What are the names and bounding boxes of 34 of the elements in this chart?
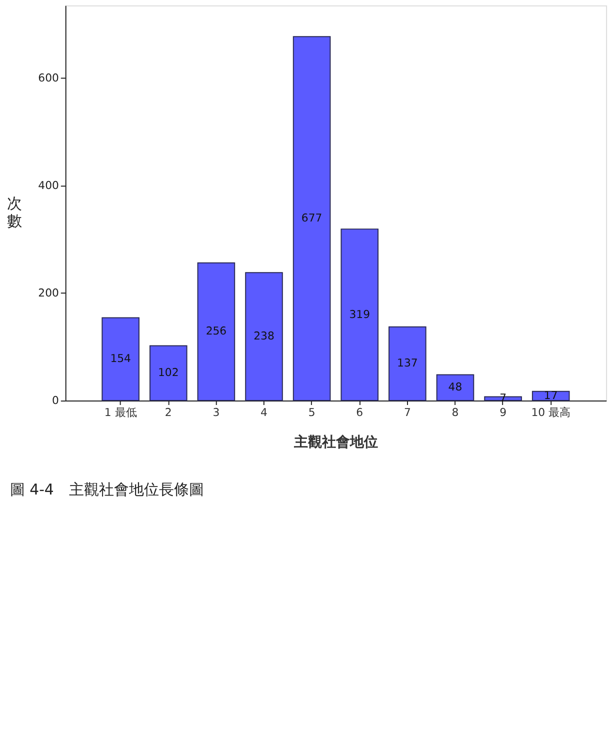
x-tick-label: 8 (452, 406, 459, 419)
bar (292, 36, 331, 402)
bar (197, 262, 236, 402)
x-tick-label: 7 (404, 406, 411, 419)
y-tick-label: 600 (38, 71, 59, 84)
x-axis-title: 主觀社會地位 (293, 434, 378, 451)
data-label: 256 (206, 324, 227, 338)
bar (102, 317, 140, 402)
bar (340, 228, 379, 402)
x-tick-label: 5 (308, 406, 316, 419)
y-tick-label: 200 (38, 286, 59, 300)
bar (149, 345, 188, 402)
data-label: 238 (254, 330, 274, 343)
x-tick-label: 4 (260, 406, 268, 419)
bar (245, 272, 283, 402)
y-tick-label: 0 (52, 394, 59, 408)
data-label: 102 (158, 366, 179, 380)
y-tick-label: 400 (38, 178, 59, 192)
data-label: 17 (544, 388, 558, 402)
data-label: 319 (349, 308, 370, 321)
x-tick-label: 2 (164, 406, 172, 419)
data-label: 137 (397, 356, 418, 370)
x-tick-label: 10 最高 (531, 406, 570, 419)
bar (388, 326, 426, 402)
x-tick-label: 1 最低 (104, 406, 137, 419)
bar (436, 374, 474, 402)
x-tick-label: 6 (356, 406, 364, 419)
caption: 圖 4-4 主觀社會地位長條圖 (10, 480, 204, 499)
data-label: 677 (301, 212, 322, 225)
data-label: 48 (448, 380, 462, 394)
data-label: 154 (110, 352, 132, 366)
y-axis-title: 次數 (6, 194, 22, 230)
x-tick-label: 3 (212, 406, 220, 419)
x-tick-label: 9 (500, 406, 507, 419)
